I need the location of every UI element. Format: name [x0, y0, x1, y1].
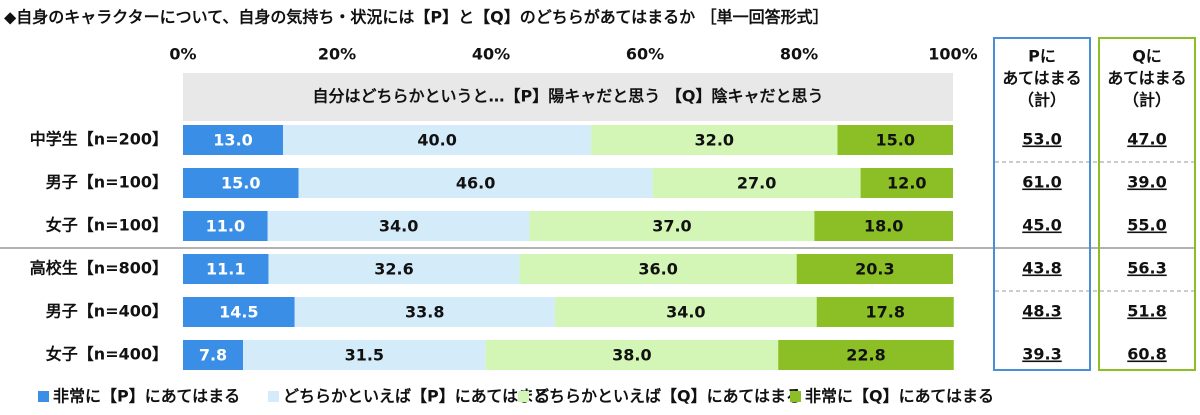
data-label: 18.0	[864, 217, 903, 236]
subtitle-band	[183, 73, 953, 121]
y-tick-label: 女子【n=100】	[46, 216, 168, 235]
data-label: 37.0	[652, 217, 691, 236]
x-tick-label: 60%	[626, 45, 664, 64]
data-label: 14.5	[219, 303, 258, 322]
total-value: 48.3	[1022, 302, 1061, 321]
bar-segment	[183, 254, 269, 284]
bar-segment	[283, 125, 592, 155]
bar-segment	[796, 254, 953, 284]
bar-segment	[298, 168, 653, 198]
data-label: 17.8	[865, 303, 904, 322]
bar-segment	[591, 125, 838, 155]
total-value: 43.8	[1022, 259, 1061, 278]
legend-swatch	[268, 391, 279, 402]
bar-segment	[183, 211, 268, 241]
total-value: 56.3	[1127, 259, 1166, 278]
x-tick-label: 100%	[928, 45, 977, 64]
data-label: 11.0	[206, 217, 245, 236]
bar-segment	[778, 340, 954, 370]
total-value: 55.0	[1127, 216, 1166, 235]
data-label: 33.8	[405, 303, 444, 322]
data-label: 46.0	[456, 174, 495, 193]
legend-label: 非常に【P】にあてはまる	[53, 387, 240, 406]
totals-header: （計）	[1123, 91, 1171, 110]
data-label: 36.0	[638, 260, 677, 279]
bar-segment	[814, 211, 953, 241]
y-tick-label: 男子【n=400】	[46, 302, 168, 321]
bar-segment	[554, 297, 817, 327]
bar-segment	[183, 125, 284, 155]
data-label: 27.0	[737, 174, 776, 193]
bar-segment	[652, 168, 861, 198]
legend-label: どちらかといえば【Q】にあてはまる	[533, 387, 802, 406]
bar-segment	[529, 211, 815, 241]
x-tick-label: 80%	[780, 45, 818, 64]
total-value: 60.8	[1127, 345, 1166, 364]
y-tick-label: 女子【n=400】	[46, 345, 168, 364]
x-tick-label: 40%	[472, 45, 510, 64]
chart-subtitle: 自分はどちらかというと…【P】陽キャだと思う 【Q】陰キャだと思う	[313, 87, 824, 106]
total-value: 39.0	[1127, 173, 1166, 192]
totals-header: あてはまる	[1002, 69, 1081, 88]
total-value: 51.8	[1127, 302, 1166, 321]
totals-column	[993, 37, 1091, 371]
bar-segment	[183, 297, 295, 327]
bar-segment	[183, 340, 244, 370]
legend-swatch	[790, 391, 801, 402]
totals-column	[1098, 37, 1196, 371]
data-label: 32.0	[695, 131, 734, 150]
data-label: 15.0	[221, 174, 260, 193]
total-value: 39.3	[1022, 345, 1061, 364]
bar-segment	[519, 254, 797, 284]
legend-label: どちらかといえば【P】にあてはまる	[283, 387, 550, 406]
legend-swatch	[518, 391, 529, 402]
data-label: 31.5	[345, 346, 384, 365]
total-value: 53.0	[1022, 130, 1061, 149]
data-label: 34.0	[379, 217, 418, 236]
totals-header: あてはまる	[1107, 69, 1186, 88]
total-value: 45.0	[1022, 216, 1061, 235]
data-label: 32.6	[374, 260, 413, 279]
data-label: 7.8	[199, 346, 227, 365]
data-label: 12.0	[887, 174, 926, 193]
bar-segment	[294, 297, 555, 327]
y-tick-label: 男子【n=100】	[46, 173, 168, 192]
y-tick-label: 中学生【n=200】	[30, 130, 168, 149]
data-label: 13.0	[213, 131, 252, 150]
bar-segment	[837, 125, 953, 155]
legend-swatch	[38, 391, 49, 402]
data-label: 34.0	[666, 303, 705, 322]
bar-segment	[485, 340, 779, 370]
x-tick-label: 20%	[318, 45, 356, 64]
bar-segment	[268, 254, 520, 284]
total-value: 47.0	[1127, 130, 1166, 149]
totals-header: Pに	[1028, 47, 1056, 66]
data-label: 15.0	[876, 131, 915, 150]
y-tick-label: 高校生【n=800】	[30, 259, 168, 278]
bar-segment	[183, 168, 299, 198]
totals-header: Qに	[1132, 47, 1162, 66]
legend-label: 非常に【Q】にあてはまる	[805, 387, 994, 406]
bar-segment	[816, 297, 954, 327]
bar-segment	[267, 211, 530, 241]
data-label: 22.8	[846, 346, 885, 365]
x-tick-label: 0%	[169, 45, 196, 64]
total-value: 61.0	[1022, 173, 1061, 192]
chart-title: ◆自身のキャラクターについて、自身の気持ち・状況には【P】と【Q】のどちらがあて…	[4, 8, 829, 27]
bar-segment	[243, 340, 486, 370]
data-label: 20.3	[855, 260, 894, 279]
bar-segment	[860, 168, 953, 198]
totals-header: （計）	[1018, 91, 1066, 110]
data-label: 38.0	[612, 346, 651, 365]
data-label: 11.1	[206, 260, 245, 279]
data-label: 40.0	[417, 131, 456, 150]
